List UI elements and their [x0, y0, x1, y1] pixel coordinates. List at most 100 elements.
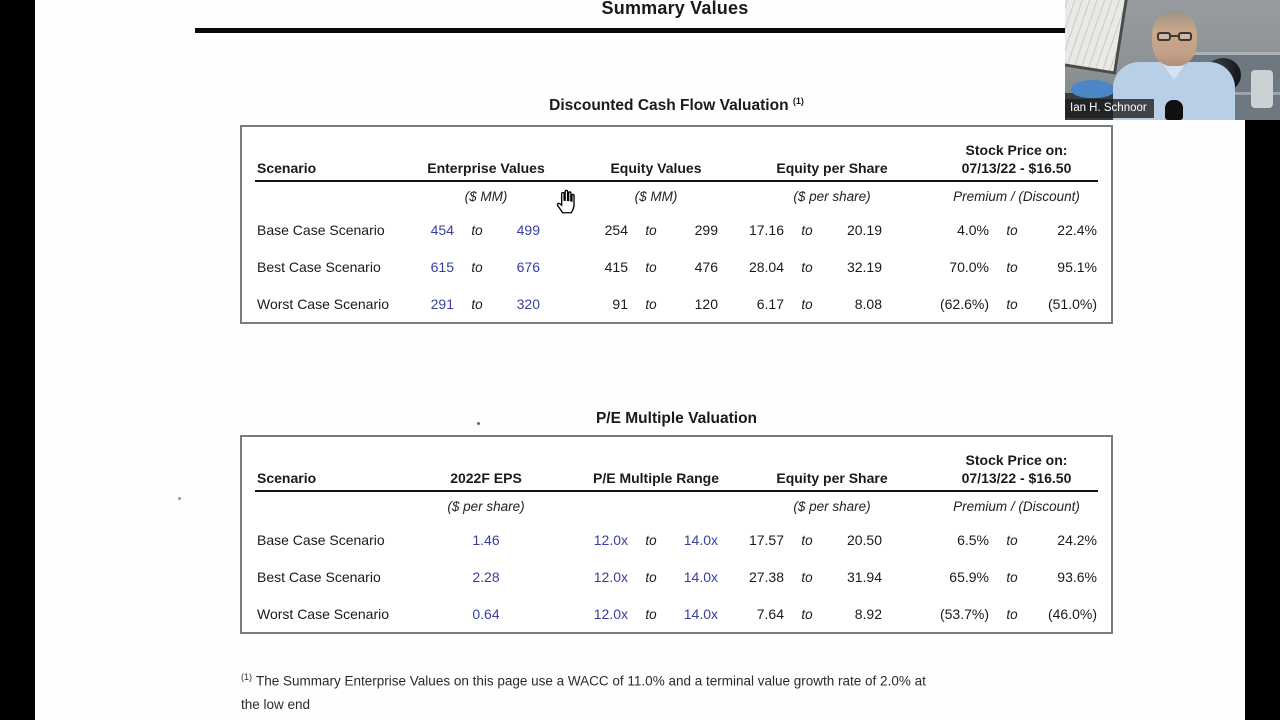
ev-high: 676	[516, 259, 540, 275]
spacer	[742, 452, 922, 470]
scenario-label: Base Case Scenario	[257, 222, 385, 238]
to-label: to	[1006, 223, 1018, 238]
ev-high: 499	[516, 222, 540, 238]
to-label: to	[471, 260, 483, 275]
pe-multiple-low: 12.0x	[593, 532, 628, 548]
premium-high: 95.1%	[1057, 259, 1097, 275]
equity-low: 254	[604, 222, 628, 238]
dcf-stock-price-label: Stock Price on:	[965, 142, 1068, 158]
pe-section-title: P/E Multiple Valuation	[240, 410, 1113, 428]
equity-low: 91	[612, 296, 628, 312]
blue-bowl-decor	[1071, 80, 1115, 98]
eps-low: 6.17	[756, 296, 784, 312]
dcf-subheader-equity-units: ($ MM)	[634, 189, 678, 204]
to-label: to	[645, 297, 657, 312]
shared-slide: Summary Values Discounted Cash Flow Valu…	[35, 0, 1245, 720]
eps-2022f-value: 0.64	[472, 606, 500, 622]
spacer	[570, 142, 742, 160]
eps-low: 17.16	[748, 222, 784, 238]
footnote-text-1: The Summary Enterprise Values on this pa…	[241, 673, 926, 712]
premium-high: 93.6%	[1057, 569, 1097, 585]
to-label: to	[471, 297, 483, 312]
pe-header-row: Scenario 2022F EPS P/E Multiple Range Eq…	[242, 470, 1111, 488]
footnote-marker: (1)	[241, 672, 252, 682]
dcf-header-underline	[255, 180, 1098, 182]
premium-low: 6.5%	[957, 532, 989, 548]
pe-header-scenario: Scenario	[257, 470, 317, 486]
webcam-video-tile[interactable]: Ian H. Schnoor	[1065, 0, 1280, 120]
pe-subheader-equity-units: ($ per share)	[793, 499, 871, 514]
pe-multiple-low: 12.0x	[593, 606, 628, 622]
to-label: to	[1006, 570, 1018, 585]
pe-header-equity-per-share: Equity per Share	[776, 470, 888, 486]
hand-cursor	[555, 188, 578, 220]
to-label: to	[645, 607, 657, 622]
to-label: to	[801, 607, 813, 622]
premium-high: (51.0%)	[1047, 296, 1097, 312]
artifact-dot	[178, 497, 181, 500]
scenario-label: Worst Case Scenario	[257, 296, 390, 312]
dcf-subheader-row: ($ MM) ($ MM) ($ per share) Premium / (D…	[242, 189, 1111, 206]
equity-per-share-high: 20.50	[846, 532, 882, 548]
premium-high: 22.4%	[1057, 222, 1097, 238]
equity-per-share-low: 17.57	[748, 532, 784, 548]
dcf-title-footnote-ref: (1)	[792, 96, 804, 106]
footnote-line-2: of each range, and a WACC of 10.5% and a…	[241, 716, 931, 720]
pe-multiple-high: 14.0x	[683, 606, 718, 622]
spacer	[242, 142, 402, 160]
to-label: to	[645, 260, 657, 275]
pe-valuation-table: Stock Price on: Scenario 2022F EPS P/E M…	[240, 435, 1113, 634]
premium-low: (62.6%)	[939, 296, 989, 312]
pe-row-best-case: Best Case Scenario 2.28 12.0x to 14.0x 2…	[242, 569, 1111, 585]
to-label: to	[645, 533, 657, 548]
pe-multiple-low: 12.0x	[593, 569, 628, 585]
dcf-subheader-eps-units: ($ per share)	[793, 189, 871, 204]
to-label: to	[1006, 533, 1018, 548]
premium-low: 70.0%	[949, 259, 989, 275]
to-label: to	[1006, 297, 1018, 312]
ev-low: 454	[430, 222, 454, 238]
pe-row-worst-case: Worst Case Scenario 0.64 12.0x to 14.0x …	[242, 606, 1111, 622]
dcf-row-best-case: Best Case Scenario 615 to 676 415 to 476…	[242, 259, 1111, 275]
equity-low: 415	[604, 259, 628, 275]
equity-per-share-high: 31.94	[846, 569, 882, 585]
dcf-header-scenario: Scenario	[257, 160, 317, 176]
pe-stock-price-row: Stock Price on:	[242, 452, 1111, 470]
pe-multiple-high: 14.0x	[683, 569, 718, 585]
dcf-row-base-case: Base Case Scenario 454 to 499 254 to 299…	[242, 222, 1111, 238]
to-label: to	[801, 297, 813, 312]
dcf-stock-price-row: Stock Price on:	[242, 142, 1111, 160]
dcf-subheader-premium: Premium / (Discount)	[953, 189, 1080, 204]
scenario-label: Best Case Scenario	[257, 569, 381, 585]
to-label: to	[1006, 607, 1018, 622]
dcf-header-row: Scenario Enterprise Values Equity Values…	[242, 160, 1111, 178]
pe-row-base-case: Base Case Scenario 1.46 12.0x to 14.0x 1…	[242, 532, 1111, 548]
to-label: to	[801, 223, 813, 238]
presenter-glasses	[1157, 32, 1192, 41]
scenario-label: Worst Case Scenario	[257, 606, 390, 622]
scenario-label: Best Case Scenario	[257, 259, 381, 275]
spacer	[242, 452, 402, 470]
pe-header-multiple-range: P/E Multiple Range	[592, 470, 719, 486]
footnote: (1) The Summary Enterprise Values on this…	[241, 666, 931, 720]
artifact-dot	[477, 422, 480, 425]
glasses-bridge	[1170, 35, 1179, 37]
equity-per-share-low: 7.64	[756, 606, 784, 622]
dcf-header-stock-date: 07/13/22 - $16.50	[961, 160, 1072, 176]
to-label: to	[801, 533, 813, 548]
ev-low: 291	[430, 296, 454, 312]
eps-high: 20.19	[846, 222, 882, 238]
footnote-line-1: (1) The Summary Enterprise Values on this…	[241, 666, 931, 716]
pe-stock-price-label: Stock Price on:	[965, 452, 1068, 468]
spacer	[402, 452, 570, 470]
dcf-header-equity: Equity Values	[610, 160, 702, 176]
framed-sketch-picture	[1065, 0, 1130, 75]
equity-high: 120	[694, 296, 718, 312]
spacer	[570, 452, 742, 470]
equity-per-share-high: 8.92	[854, 606, 882, 622]
premium-low: (53.7%)	[939, 606, 989, 622]
microphone	[1165, 100, 1183, 120]
spacer	[242, 499, 402, 516]
title-divider	[195, 28, 1100, 33]
